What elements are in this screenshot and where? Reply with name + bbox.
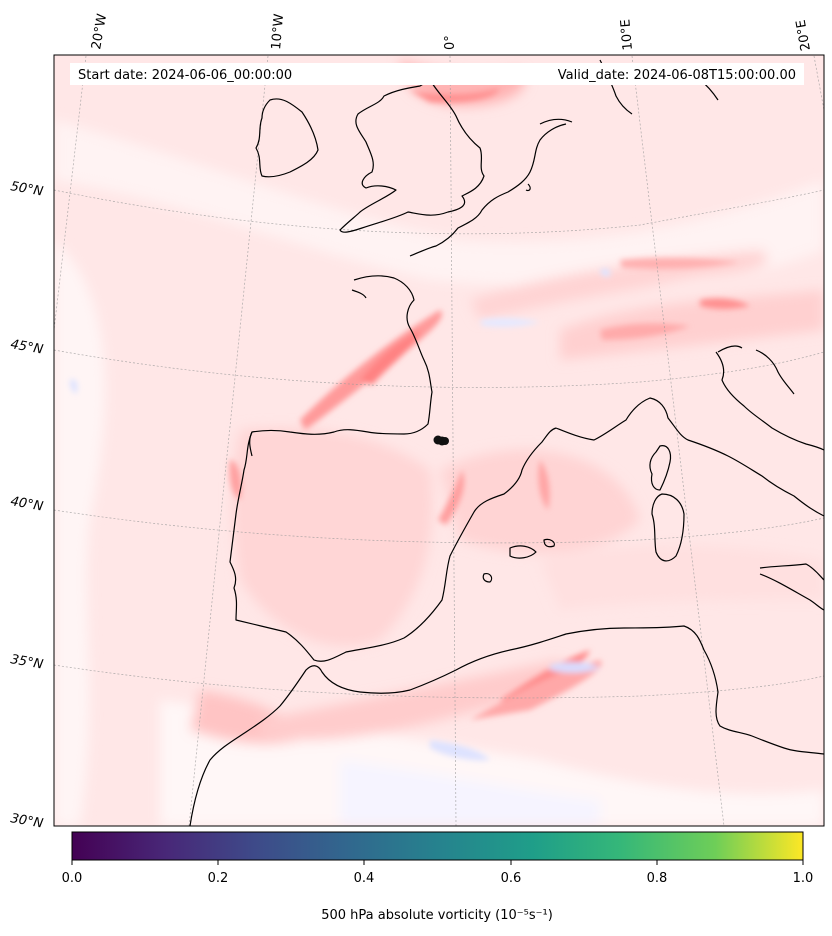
colorbar-tick-5: 1.0 bbox=[793, 871, 814, 886]
coast-sardinia bbox=[651, 493, 685, 562]
colorbar-tick-2: 0.4 bbox=[354, 871, 375, 886]
lon-label-0: 0° bbox=[443, 35, 458, 50]
colorbar-tick-3: 0.6 bbox=[501, 871, 522, 886]
graticule bbox=[54, 55, 824, 826]
lat-label-30n: 30°N bbox=[9, 811, 44, 832]
colorbar-label: 500 hPa absolute vorticity (10⁻⁵s⁻¹) bbox=[321, 908, 553, 923]
lat-label-40n: 40°N bbox=[9, 494, 44, 515]
longitude-labels: 20°W 10°W 0° 10°E 20°E bbox=[89, 13, 814, 52]
lat-label-45n: 45°N bbox=[9, 337, 44, 358]
coast-france-north bbox=[249, 275, 433, 457]
lon-label-10w: 10°W bbox=[269, 13, 287, 50]
coastlines bbox=[189, 59, 824, 826]
colorbar-gradient bbox=[71, 831, 804, 861]
colorbar-tick-1: 0.2 bbox=[208, 871, 229, 886]
start-date-text: Start date: 2024-06-06_00:00:00 bbox=[78, 68, 292, 83]
coast-ireland bbox=[255, 98, 319, 178]
coast-mediterranean-north bbox=[555, 397, 824, 517]
vorticity-maxima bbox=[69, 88, 750, 761]
map-frame bbox=[53, 54, 825, 827]
lon-label-10e: 10°E bbox=[618, 19, 636, 51]
lon-label-20w: 20°W bbox=[89, 13, 110, 51]
coast-balearics bbox=[509, 545, 537, 559]
colorbar-ticks bbox=[71, 860, 804, 865]
colorbar-tick-4: 0.8 bbox=[647, 871, 668, 886]
coast-great-britain bbox=[339, 79, 485, 233]
lat-label-50n: 50°N bbox=[9, 179, 44, 200]
lat-label-35n: 35°N bbox=[9, 652, 44, 673]
latitude-labels: 50°N 45°N 40°N 35°N 30°N bbox=[9, 179, 44, 832]
location-marker bbox=[433, 435, 449, 446]
colorbar: 0.0 0.2 0.4 0.6 0.8 1.0 500 hPa absolute… bbox=[62, 831, 814, 923]
coast-iberia bbox=[229, 427, 557, 662]
coast-corsica bbox=[649, 445, 672, 491]
lon-label-20e: 20°E bbox=[794, 19, 814, 52]
valid-date-text: Valid_date: 2024-06-08T15:00:00.00 bbox=[558, 68, 796, 83]
date-header-box bbox=[70, 63, 804, 85]
map-panel: Start date: 2024-06-06_00:00:00 Valid_da… bbox=[54, 55, 824, 826]
coast-north-africa bbox=[189, 625, 824, 826]
colorbar-tick-0: 0.0 bbox=[62, 871, 83, 886]
